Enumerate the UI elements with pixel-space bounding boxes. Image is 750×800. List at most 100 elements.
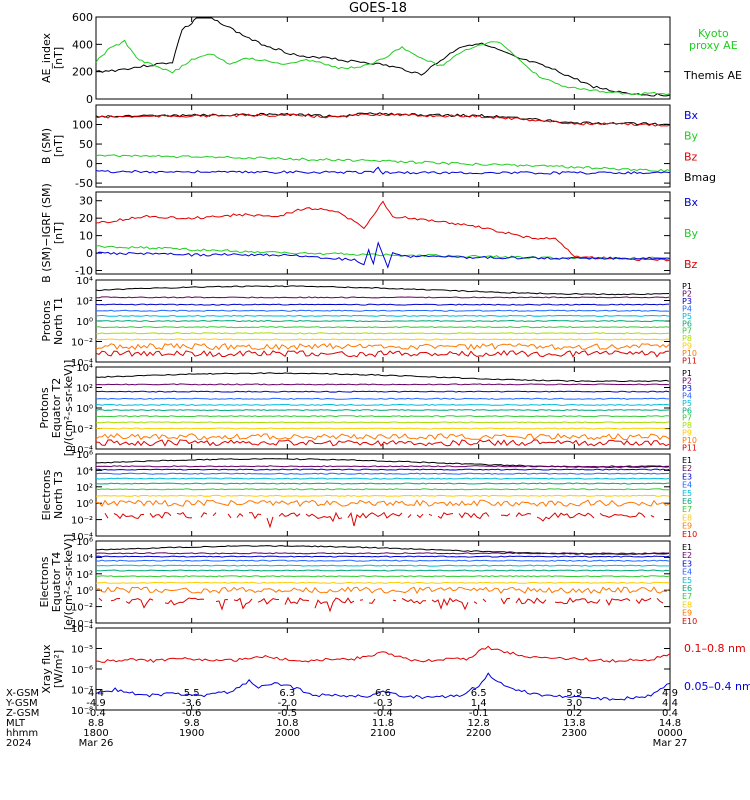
ephemeris-value: -3.6 xyxy=(182,698,202,709)
y-axis-label-line: [p/(cm²-s-sr-keV)] xyxy=(62,360,75,457)
ephemeris-value: 0000 xyxy=(657,728,682,739)
ephemeris-value: Mar 26 xyxy=(79,738,114,749)
y-axis-label-line: AE_index xyxy=(40,32,53,83)
legend-entry: E10 xyxy=(682,617,697,626)
legend-entry: P8 xyxy=(682,421,692,430)
ephemeris-value: 2200 xyxy=(466,728,491,739)
legend-entry: P3 xyxy=(682,297,692,306)
legend-entry: E2 xyxy=(682,551,692,560)
ephemeris-value: 4.9 xyxy=(662,688,678,699)
panel-8: 10⁻⁸ 10⁻⁷ 10⁻⁶ 10⁻⁵ 10⁻⁴ Xray flux [W/m²] 0.1–0… xyxy=(40,624,750,717)
panel-frame xyxy=(95,366,671,450)
band-line xyxy=(95,477,670,480)
y-tick-label: 10⁻⁶ xyxy=(71,665,93,676)
legend-entry: 0.1–0.8 nm xyxy=(684,642,746,655)
band-line xyxy=(95,559,670,562)
legend-entry: P1 xyxy=(682,282,692,291)
legend-entry: P5 xyxy=(682,312,692,321)
band-line xyxy=(95,349,670,358)
y-axis-label-line: Equator T4 xyxy=(50,552,63,612)
band-line xyxy=(96,468,670,471)
y-tick-label: 30 xyxy=(79,195,93,208)
y-tick-label: 10⁶ xyxy=(76,450,93,461)
y-tick-label: 10⁻² xyxy=(71,603,93,614)
legend-entry: E3 xyxy=(682,472,692,481)
legend-entry: P11 xyxy=(682,357,697,366)
legend-entry: P7 xyxy=(682,414,692,423)
legend-entry: By xyxy=(684,227,699,240)
legend-entry: P10 xyxy=(682,349,697,358)
ephemeris-axis: X-GSM 4.4 5.5 6.3 6.6 6.5 5.9 4.9Y-GSM -4.9 -3.6-… xyxy=(5,688,687,749)
legend-entry: P4 xyxy=(682,304,692,313)
panel-frame xyxy=(95,191,671,275)
ephemeris-value: -0.6 xyxy=(182,708,202,719)
y-tick-label: 600 xyxy=(72,11,93,24)
ephemeris-value: 1.4 xyxy=(471,698,487,709)
band-line xyxy=(95,372,670,383)
legend-entry: E6 xyxy=(682,584,692,593)
band-line xyxy=(95,488,669,491)
y-tick-label: 0 xyxy=(86,93,93,106)
y-axis-label: Xray flux [W/m²] xyxy=(40,644,65,694)
ephemeris-value: -0.4 xyxy=(86,708,106,719)
band-line xyxy=(105,513,669,527)
ephemeris-value: -4.9 xyxy=(86,698,106,709)
legend-entry: E9 xyxy=(682,609,692,618)
band-line xyxy=(95,303,670,306)
band-line xyxy=(95,397,670,400)
panel-4: 10⁻⁴ 10⁻² 10⁰ 10² 10⁴ Protons North T1 P1P2P3P4… xyxy=(40,276,697,369)
legend-entry: P11 xyxy=(682,444,697,453)
y-axis-label-line: Electrons xyxy=(40,469,53,520)
ephemeris-value: Mar 27 xyxy=(653,738,688,749)
y-axis-label: Protons North T1 xyxy=(40,297,65,345)
ephemeris-value: 0.4 xyxy=(662,708,678,719)
panel-3: 30 20 10 0 -10 B (SM)−IGRF (SM) [nT] Bx By Bz xyxy=(40,183,699,283)
band-line xyxy=(95,314,670,317)
band-line xyxy=(95,421,670,424)
band-line xyxy=(95,439,670,447)
y-tick-label: 10⁶ xyxy=(76,537,93,548)
y-tick-label: 10⁻⁵ xyxy=(71,645,93,656)
y-tick-label: 10⁻⁴ xyxy=(71,445,93,456)
legend-entry: Bmag xyxy=(684,171,716,184)
legend-entry: E5 xyxy=(682,576,692,585)
y-axis-label: Protons Equator T2 [p/(cm²-s-sr-keV)] xyxy=(38,360,75,457)
legend-entry: Bz xyxy=(684,258,698,271)
band-line xyxy=(95,338,670,341)
legend-entry: E5 xyxy=(682,489,692,498)
ephemeris-value: 1900 xyxy=(179,728,204,739)
legend-entry: E8 xyxy=(682,513,692,522)
series-line xyxy=(95,672,671,701)
legend-entry: P9 xyxy=(682,429,692,438)
ephemeris-value: 5.9 xyxy=(566,688,582,699)
legend-entry: By xyxy=(684,130,699,143)
ephemeris-row-label: Y-GSM xyxy=(5,698,38,709)
ephemeris-value: -2.0 xyxy=(278,698,298,709)
y-tick-label: 20 xyxy=(79,212,93,225)
y-axis-label: AE_index [nT] xyxy=(40,32,65,83)
y-axis-label: B (SM) [nT] xyxy=(40,128,65,164)
band-line xyxy=(95,332,670,335)
band-line xyxy=(95,472,670,475)
band-line xyxy=(95,403,670,406)
legend-entry: P1 xyxy=(682,369,692,378)
y-tick-label: -10 xyxy=(75,265,93,278)
y-tick-label: 10⁻⁴ xyxy=(71,358,93,369)
legend-entry: 0.05–0.4 nm xyxy=(684,680,750,693)
y-axis-label: Electrons Equator T4 [e/(cm²-s-sr-keV)] xyxy=(38,534,75,630)
band-line xyxy=(95,555,670,558)
ephemeris-value: 8.8 xyxy=(88,718,104,729)
y-axis-label-line: Xray flux xyxy=(40,644,53,694)
y-tick-label: 100 xyxy=(72,119,93,132)
y-tick-label: 10⁴ xyxy=(76,466,93,477)
band-line xyxy=(95,415,670,418)
legend-entry: E6 xyxy=(682,497,692,506)
y-tick-label: 10⁰ xyxy=(76,499,93,510)
y-tick-label: 10⁰ xyxy=(76,317,93,328)
y-axis-label-line: [e/(cm²-s-sr-keV)] xyxy=(62,534,75,630)
y-axis-label-line: [W/m²] xyxy=(52,650,65,688)
